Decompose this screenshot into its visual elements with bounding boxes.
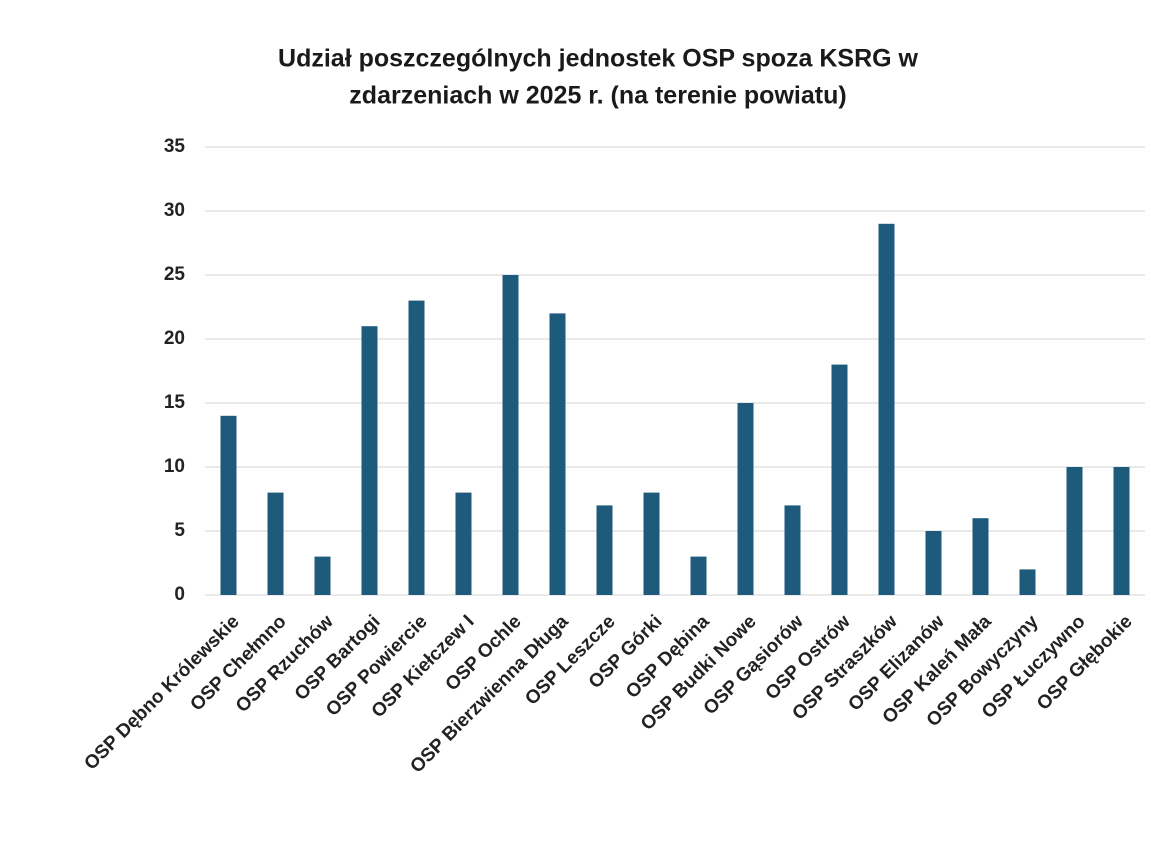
chart-title: zdarzeniach w 2025 r. (na terenie powiat… [349,82,846,110]
bar [596,505,613,595]
y-tick-label: 30 [164,200,185,221]
y-tick-label: 35 [164,136,186,157]
bar [878,223,895,596]
y-tick-label: 10 [164,456,185,477]
y-tick-label: 20 [164,328,185,349]
bar [1113,467,1130,595]
bar [831,364,848,595]
bar [314,556,331,595]
y-tick-label: 5 [174,520,185,541]
bar [972,518,989,595]
bar [737,403,754,595]
bar [408,300,425,595]
bar [502,275,519,595]
bar [455,492,472,595]
y-tick-label: 25 [164,264,186,285]
bar [925,531,942,595]
chart-title: Udział poszczególnych jednostek OSP spoz… [278,45,919,73]
bar [549,313,566,595]
y-tick-label: 15 [164,392,186,413]
bar [643,492,660,595]
bar [1019,569,1036,595]
bar [361,326,378,595]
bar [784,505,801,595]
bar [267,492,284,595]
bar [220,415,237,595]
y-tick-label: 0 [174,584,185,605]
bar [1066,467,1083,595]
bar [690,556,707,595]
